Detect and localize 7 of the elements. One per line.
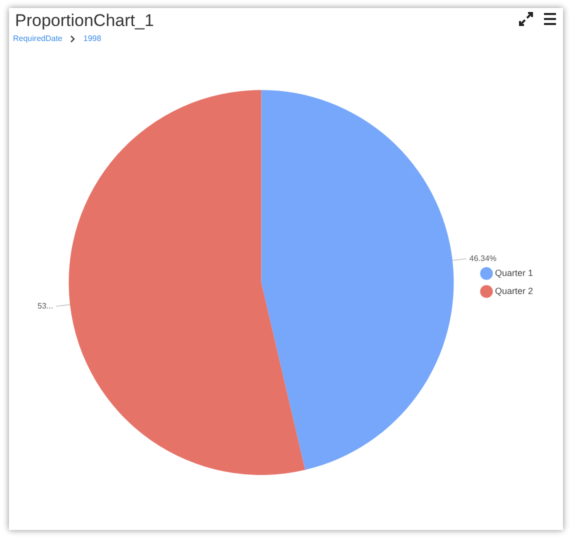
legend-label: Quarter 1 bbox=[494, 268, 534, 278]
data-label: 46.34% bbox=[469, 254, 497, 264]
data-label: 53... bbox=[38, 301, 54, 310]
chart-title: ProportionChart_1 bbox=[15, 11, 154, 31]
chart-subtitle: RequiredDate bbox=[13, 34, 62, 43]
text: 1998 bbox=[83, 34, 102, 43]
legend-label: Quarter 2 bbox=[494, 286, 534, 296]
